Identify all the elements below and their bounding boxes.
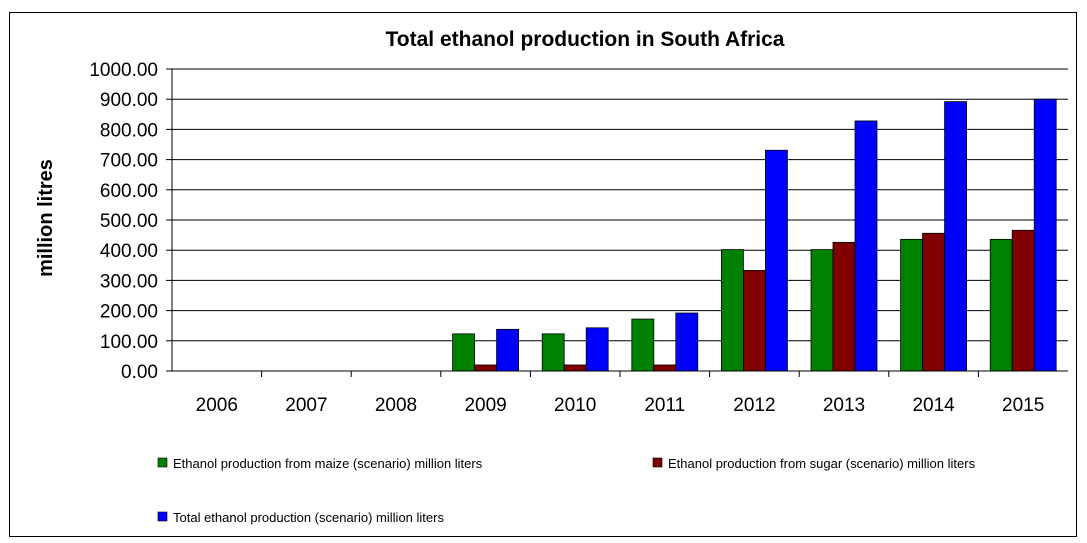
- y-tick-label: 600.00: [100, 181, 158, 202]
- bar-total-2015: [1033, 98, 1057, 372]
- bar-maize-2011: [631, 318, 655, 372]
- y-axis-label: million litres: [35, 159, 57, 277]
- bar-maize-2012: [721, 249, 744, 372]
- y-tick-label: 1000.00: [89, 60, 158, 81]
- legend: Ethanol production from maize (scenario)…: [157, 456, 976, 525]
- bar-sugar-2012: [743, 270, 766, 372]
- bar-maize-2014: [900, 238, 923, 372]
- bar-maize-2013: [810, 249, 834, 372]
- bar-total-2011: [675, 312, 699, 372]
- bar-maize-2010: [541, 333, 565, 372]
- legend-swatch: [157, 457, 168, 468]
- bar-total-2013: [854, 120, 878, 372]
- x-tick-labels: 2006 2007 2008 2009 2010 2011 2012 2013 2014 2015: [196, 395, 1045, 416]
- x-tick-label: 2006: [196, 395, 238, 416]
- bar-sugar-2013: [832, 241, 856, 372]
- bars: [452, 98, 1057, 372]
- bar-total-2014: [944, 101, 967, 372]
- bar-total-2010: [585, 327, 609, 372]
- bar-sugar-2015: [1011, 229, 1035, 372]
- x-tick-label: 2012: [733, 395, 775, 416]
- axes: [166, 68, 1068, 377]
- x-tick-label: 2013: [823, 395, 865, 416]
- y-tick-label: 300.00: [100, 271, 158, 292]
- x-tick-label: 2007: [285, 395, 327, 416]
- y-tick-label: 0.00: [121, 362, 158, 383]
- bar-maize-2009: [452, 333, 476, 372]
- x-tick-label: 2009: [464, 395, 506, 416]
- legend-label: Ethanol production from sugar (scenario)…: [668, 456, 976, 471]
- x-tick-label: 2015: [1002, 395, 1044, 416]
- x-tick-label: 2008: [375, 395, 417, 416]
- bar-sugar-2014: [922, 232, 945, 372]
- y-tick-label: 500.00: [100, 211, 158, 232]
- bar-maize-2015: [989, 238, 1013, 372]
- y-tick-label: 900.00: [100, 90, 158, 111]
- x-tick-label: 2010: [554, 395, 596, 416]
- bar-total-2012: [765, 149, 788, 372]
- y-tick-label: 700.00: [100, 151, 158, 172]
- bar-sugar-2011: [653, 364, 677, 372]
- legend-swatch: [157, 511, 168, 522]
- bar-sugar-2010: [563, 364, 587, 372]
- legend-swatch: [652, 457, 663, 468]
- y-tick-labels: 0.00 100.00 200.00 300.00 400.00 500.00 600.00…: [89, 60, 158, 383]
- y-tick-label: 200.00: [100, 302, 158, 323]
- x-tick-label: 2011: [644, 395, 685, 416]
- x-tick-label: 2014: [912, 395, 955, 416]
- bar-total-2009: [496, 328, 520, 372]
- y-tick-label: 100.00: [100, 332, 158, 353]
- chart-title: Total ethanol production in South Africa: [386, 28, 785, 51]
- y-tick-label: 800.00: [100, 120, 158, 141]
- y-tick-label: 400.00: [100, 241, 158, 262]
- legend-label: Ethanol production from maize (scenario)…: [173, 456, 483, 471]
- bar-sugar-2009: [474, 364, 498, 372]
- legend-label: Total ethanol production (scenario) mill…: [173, 510, 444, 525]
